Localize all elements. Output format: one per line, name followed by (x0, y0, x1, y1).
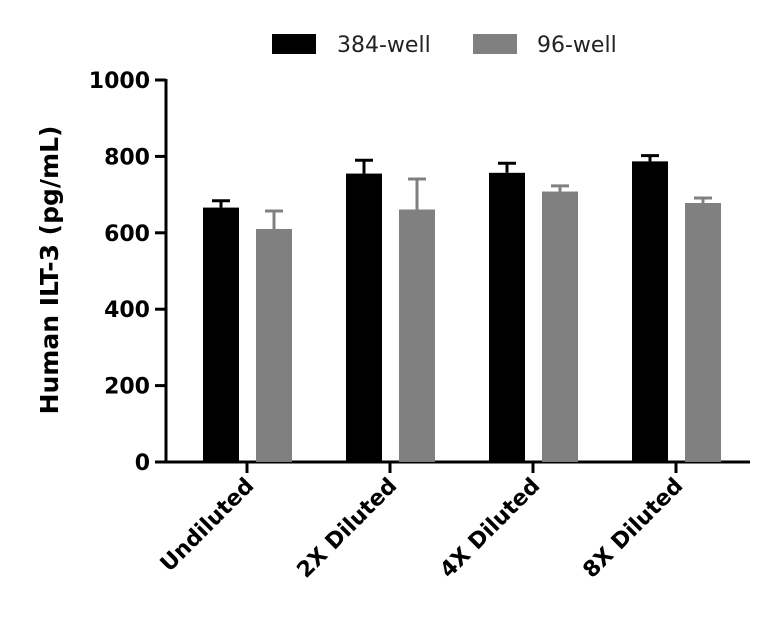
y-axis-title-group: Human ILT-3 (pg/mL) (35, 126, 64, 415)
bar-96-well (542, 191, 578, 462)
category-label: Undiluted (156, 474, 259, 577)
y-tick-label: 400 (104, 298, 150, 323)
category-label: 2X Diluted (293, 474, 403, 584)
bar-96-well (256, 228, 292, 462)
bar-96-well (399, 209, 435, 462)
bar-384-well (203, 207, 239, 462)
y-axis-title: Human ILT-3 (pg/mL) (35, 126, 64, 415)
legend-label: 96-well (537, 33, 617, 58)
bar-96-well (685, 203, 721, 462)
bar-384-well (489, 172, 525, 463)
bar-384-well (346, 173, 382, 462)
y-axis: 0 200 400 600 800 1000 (89, 69, 168, 476)
legend: 384-well 96-well (272, 33, 617, 58)
x-axis (164, 460, 750, 473)
y-tick-label: 200 (104, 375, 150, 400)
legend-label: 384-well (337, 33, 431, 58)
y-tick-label: 1000 (89, 69, 150, 94)
bars (203, 161, 721, 463)
bar-384-well (632, 161, 668, 462)
category-label: 8X Diluted (579, 474, 689, 584)
error-bars (212, 154, 712, 229)
legend-swatch (272, 34, 316, 54)
y-tick-label: 600 (104, 222, 150, 247)
category-label: 4X Diluted (436, 474, 546, 584)
y-tick-label: 0 (135, 451, 150, 476)
legend-swatch (473, 34, 517, 54)
category-labels: Undiluted 2X Diluted 4X Diluted 8X Diluted (156, 474, 688, 584)
y-tick-label: 800 (104, 145, 150, 170)
